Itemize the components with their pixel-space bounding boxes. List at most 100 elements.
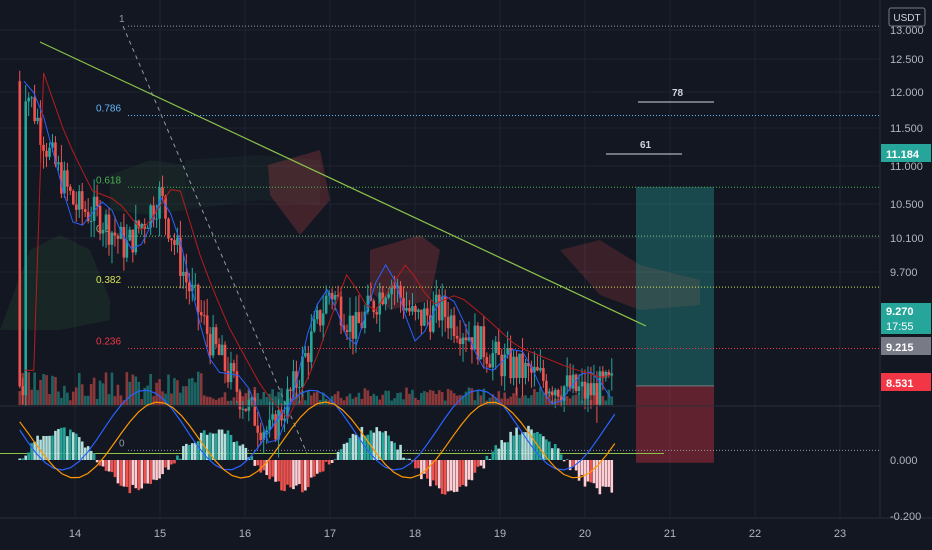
macd-histogram-bar bbox=[437, 460, 441, 489]
macd-histogram-bar bbox=[559, 454, 563, 460]
candle-body bbox=[393, 285, 396, 289]
candle-body bbox=[533, 366, 536, 373]
candle-body bbox=[188, 282, 191, 292]
candle-body bbox=[277, 410, 280, 440]
candle-body bbox=[72, 190, 75, 205]
macd-histogram-bar bbox=[604, 460, 608, 487]
candle-body bbox=[211, 327, 215, 356]
volume-bar bbox=[440, 392, 444, 405]
volume-bar bbox=[149, 373, 152, 405]
macd-histogram-bar bbox=[542, 436, 545, 460]
volume-bar bbox=[30, 389, 33, 405]
target-zone[interactable] bbox=[636, 186, 714, 386]
candle-body bbox=[232, 363, 236, 372]
volume-bar bbox=[241, 396, 245, 405]
macd-histogram-bar bbox=[330, 460, 334, 463]
macd-histogram-bar bbox=[128, 460, 132, 494]
volume-bar bbox=[220, 397, 224, 405]
macd-histogram-bar bbox=[229, 434, 233, 460]
volume-bar bbox=[512, 393, 515, 405]
candle-body bbox=[443, 296, 447, 317]
macd-histogram-bar bbox=[390, 441, 393, 460]
candle-body bbox=[476, 325, 480, 360]
macd-histogram-bar bbox=[158, 460, 161, 479]
macd-histogram-bar bbox=[512, 435, 515, 460]
volume-bar bbox=[470, 388, 474, 405]
long-position-tool[interactable] bbox=[636, 186, 714, 463]
macd-histogram-bar bbox=[161, 460, 164, 475]
macd-histogram-bar bbox=[574, 460, 578, 471]
indicator-lines bbox=[23, 72, 611, 443]
macd-histogram-bar bbox=[113, 460, 117, 478]
candle-body bbox=[173, 240, 176, 245]
candle-body bbox=[550, 391, 554, 396]
trendline[interactable] bbox=[39, 41, 647, 327]
candle-body bbox=[610, 373, 614, 376]
macd-histogram-bar bbox=[116, 460, 120, 484]
candle-body bbox=[518, 353, 521, 378]
candle-body bbox=[363, 311, 367, 328]
macd-histogram-bar bbox=[274, 460, 277, 482]
time-tick: 22 bbox=[749, 528, 761, 540]
price-tag-label: 11.184 bbox=[886, 149, 920, 161]
volume-bar bbox=[277, 391, 280, 405]
stop-zone[interactable] bbox=[636, 385, 714, 463]
volume-bar bbox=[467, 387, 471, 405]
time-tick: 17 bbox=[324, 528, 336, 540]
volume-bar bbox=[259, 399, 263, 405]
volume-bar bbox=[48, 393, 51, 405]
macd-histogram-bar bbox=[494, 445, 498, 460]
macd-histogram-bar bbox=[336, 451, 340, 460]
macd-histogram-bar bbox=[256, 460, 260, 466]
macd-histogram-bar bbox=[83, 447, 87, 460]
macd-histogram-bar bbox=[402, 457, 405, 460]
macd-histogram-bar bbox=[586, 460, 590, 482]
macd-histogram-bar bbox=[497, 448, 501, 460]
macd-histogram-bar bbox=[539, 433, 542, 460]
candle-body bbox=[310, 331, 313, 362]
volume-bar bbox=[446, 388, 450, 405]
candle-body bbox=[208, 333, 212, 356]
volume-bar bbox=[173, 378, 176, 405]
macd-histogram-bar bbox=[443, 460, 447, 495]
volume-bar bbox=[491, 394, 495, 405]
macd-histogram-bar bbox=[524, 432, 527, 460]
volume-bar bbox=[482, 388, 486, 405]
macd-histogram-bar bbox=[214, 433, 218, 460]
volume-bar bbox=[39, 380, 42, 405]
candle-body bbox=[86, 211, 90, 221]
candle-body bbox=[571, 374, 575, 389]
volume-bar bbox=[271, 389, 274, 405]
macd-histogram-bar bbox=[414, 460, 417, 469]
cloud-red-2 bbox=[370, 235, 440, 310]
volume-bar bbox=[423, 391, 426, 405]
candle-body bbox=[116, 235, 120, 239]
candle-body bbox=[271, 414, 274, 420]
time-tick: 18 bbox=[409, 528, 421, 540]
volume-bar bbox=[414, 397, 417, 405]
candle-body bbox=[107, 214, 111, 245]
macd-histogram-bar bbox=[80, 441, 84, 460]
macd-histogram-bar bbox=[259, 460, 263, 473]
candle-body bbox=[196, 284, 200, 313]
candle-body bbox=[244, 408, 248, 411]
candle-body bbox=[77, 191, 81, 210]
volume-bar bbox=[63, 385, 66, 405]
price-tag-label: 17:55 bbox=[886, 321, 914, 333]
price-tick: 13.000 bbox=[890, 25, 924, 37]
candle-body bbox=[324, 295, 328, 314]
candle-body bbox=[461, 337, 465, 345]
candle-body bbox=[437, 294, 441, 321]
volume-bar bbox=[604, 400, 608, 405]
trend-drawings[interactable]: 78 61 bbox=[39, 41, 714, 327]
candle-body bbox=[455, 335, 459, 339]
candle-body bbox=[158, 187, 161, 219]
macd-histogram-bar bbox=[408, 458, 411, 460]
volume-bar bbox=[417, 399, 420, 405]
volume-bar bbox=[336, 391, 340, 405]
candle-body bbox=[342, 325, 346, 331]
volume-bar bbox=[369, 396, 373, 405]
currency-badge[interactable] bbox=[888, 7, 926, 27]
base-line bbox=[24, 72, 611, 420]
